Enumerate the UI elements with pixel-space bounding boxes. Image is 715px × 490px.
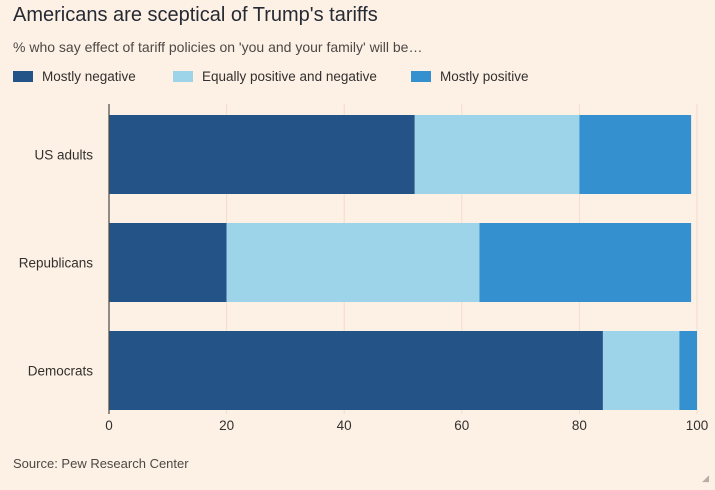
x-tick-label-0: 0	[105, 418, 113, 433]
legend: Mostly negative Equally positive and neg…	[13, 69, 713, 87]
chart-title: Americans are sceptical of Trump's tarif…	[13, 4, 378, 26]
bar-democrats-series-0	[109, 331, 603, 410]
legend-item-equally: Equally positive and negative	[173, 69, 377, 84]
bar-us-adults-series-2	[579, 115, 692, 194]
legend-item-mostly-negative: Mostly negative	[13, 69, 136, 84]
legend-swatch-equally	[173, 71, 193, 82]
x-tick-label-80: 80	[572, 418, 587, 433]
category-label-democrats: Democrats	[28, 364, 94, 379]
x-tick-label-20: 20	[219, 418, 234, 433]
category-label-republicans: Republicans	[19, 256, 94, 271]
resize-corner-icon: ◢	[702, 473, 709, 483]
x-tick-label-100: 100	[686, 418, 709, 433]
legend-label-equally: Equally positive and negative	[202, 69, 377, 84]
category-label-us-adults: US adults	[34, 148, 93, 163]
x-tick-label-40: 40	[337, 418, 352, 433]
bar-democrats-series-2	[679, 331, 697, 410]
bar-us-adults-series-0	[109, 115, 415, 194]
bar-us-adults-series-1	[414, 115, 580, 194]
bar-republicans-series-2	[479, 223, 692, 302]
bar-democrats-series-1	[602, 331, 680, 410]
legend-item-mostly-positive: Mostly positive	[411, 69, 529, 84]
bar-republicans-series-0	[109, 223, 227, 302]
x-tick-label-60: 60	[454, 418, 469, 433]
source-note: Source: Pew Research Center	[13, 456, 189, 471]
legend-swatch-mostly-positive	[411, 71, 431, 82]
legend-label-mostly-positive: Mostly positive	[440, 69, 529, 84]
legend-label-mostly-negative: Mostly negative	[42, 69, 136, 84]
bar-republicans-series-1	[226, 223, 480, 302]
chart-subtitle: % who say effect of tariff policies on '…	[13, 39, 423, 55]
legend-swatch-mostly-negative	[13, 71, 33, 82]
